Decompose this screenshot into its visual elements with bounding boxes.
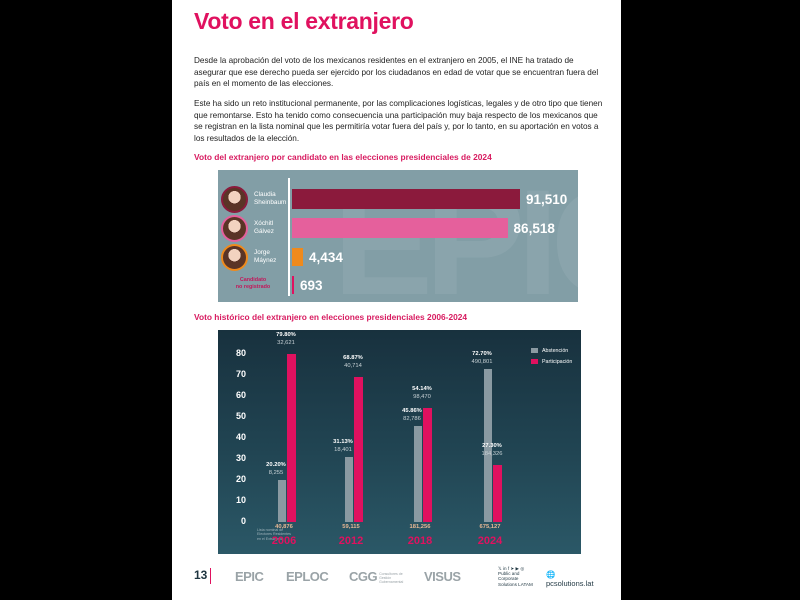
social-caption: Public and Corporate Solutions LATAM (498, 571, 533, 587)
social-block: 𝕏 in f ➤ ▶ ◎ Public and Corporate Soluti… (498, 566, 538, 587)
abstencion-count-label: 490,801 (471, 359, 493, 366)
maynez-avatar-icon (221, 244, 248, 271)
website-link[interactable]: 🌐 pcsolutions.lat (546, 570, 604, 588)
lista-nominal-value: 675,127 (479, 524, 501, 530)
lista-nominal-value: 59,115 (342, 524, 360, 530)
participacion-count-label: 32,621 (277, 340, 295, 347)
participacion-count-label: 40,714 (344, 363, 362, 370)
participacion-pct-label: 68.87% (343, 355, 363, 362)
participacion-pct-label: 79.80% (276, 332, 296, 339)
candidate-name: Xóchitl Gálvez (254, 220, 274, 235)
abstencion-bar (414, 425, 422, 522)
legend-participacion: Participación (531, 359, 572, 365)
year-label: 2006 (271, 535, 297, 547)
participacion-count-label: 184,326 (481, 450, 503, 457)
year-label: 2024 (477, 535, 503, 547)
y-tick-label: 10 (235, 495, 246, 505)
abstencion-count-label: 8,255 (268, 469, 284, 476)
y-tick-label: 50 (235, 411, 246, 421)
legend-swatch-icon (531, 359, 538, 365)
chart2-title: Voto histórico del extranjero en eleccio… (194, 312, 468, 322)
abstencion-pct-label: 45.86% (402, 407, 422, 414)
participacion-bar (287, 354, 296, 522)
candidate-bar (292, 276, 294, 294)
candidate-name: Jorge Máynez (254, 249, 277, 264)
abstencion-count-label: 82,786 (403, 415, 421, 422)
y-tick-label: 20 (235, 474, 246, 484)
legend-label: Participación (542, 359, 573, 365)
candidate-name: Candidato no registrado (235, 277, 271, 290)
footer: 13 EPIC EPLOC CGG Consultores de Gestión … (194, 566, 604, 588)
lista-nominal-label: Lista nominal de Electores Residentes en… (257, 528, 291, 541)
candidate-vote-label: 693 (300, 278, 323, 293)
abstencion-pct-label: 31.13% (333, 438, 353, 445)
year-label: 2018 (407, 535, 433, 547)
year-label: 2012 (338, 535, 364, 547)
candidate-name: Claudia Sheinbaum (254, 191, 287, 206)
intro-paragraph: Desde la aprobación del voto de los mexi… (194, 56, 599, 88)
candidate-item: Claudia Sheinbaum (221, 186, 293, 216)
page-title: Voto en el extranjero (194, 8, 414, 34)
epic-logo: EPIC (235, 569, 264, 584)
chart-axis-line (288, 178, 290, 296)
y-tick-label: 30 (235, 453, 246, 463)
abstencion-count-label: 18,401 (334, 446, 352, 453)
participacion-pct-label: 54.14% (412, 386, 432, 393)
legend-swatch-icon (531, 348, 538, 354)
candidate-vote-label: 91,510 (526, 192, 568, 207)
cgg-logo-text: CGG (349, 569, 378, 584)
lista-nominal-value: 181,256 (409, 524, 431, 530)
candidate-bar (292, 189, 520, 209)
second-paragraph: Este ha sido un reto institucional perma… (194, 99, 603, 143)
website-text: pcsolutions.lat (546, 579, 594, 588)
globe-icon: 🌐 (546, 570, 556, 579)
abstencion-pct-label: 20.20% (266, 461, 286, 468)
abstencion-bar (345, 456, 353, 522)
participacion-pct-label: 27.30% (482, 442, 502, 449)
candidate-vote-label: 4,434 (309, 250, 343, 265)
eploc-logo: EPLOC (286, 569, 329, 584)
candidate-bar (292, 248, 304, 266)
y-tick-label: 60 (235, 390, 246, 400)
participacion-bar (423, 408, 432, 522)
candidate-bar (292, 218, 508, 238)
y-tick-label: 40 (235, 432, 246, 442)
legend-abstencion: Abstención (531, 348, 568, 354)
sheinbaum-avatar-icon (221, 186, 248, 213)
page-number: 13 (194, 568, 208, 582)
social-icons[interactable]: 𝕏 in f ➤ ▶ ◎ (498, 566, 525, 571)
legend-label: Abstención (542, 348, 569, 354)
y-tick-label: 0 (240, 516, 246, 526)
abstencion-pct-label: 72.70% (472, 351, 492, 358)
participacion-bar (354, 377, 363, 522)
document-page: Voto en el extranjero Desde la aprobació… (172, 0, 621, 600)
cgg-subtitle: Consultores de Gestión Gubernamental (379, 571, 404, 584)
participacion-count-label: 98,470 (413, 394, 431, 401)
participacion-bar (493, 464, 502, 522)
abstencion-bar (278, 479, 286, 522)
visus-logo: VISUS (424, 569, 461, 584)
galvez-avatar-icon (221, 215, 248, 242)
candidate-item: Xóchitl Gálvez (221, 215, 293, 245)
y-tick-label: 70 (235, 369, 246, 379)
y-tick-label: 80 (235, 348, 246, 358)
chart1-title: Voto del extranjero por candidato en las… (194, 152, 492, 162)
abstencion-bar (484, 369, 492, 522)
footer-divider (210, 568, 211, 584)
lista-nominal-value: 40,876 (275, 524, 293, 530)
candidate-item: Jorge Máynez (221, 244, 293, 274)
historical-vote-chart: Abstención Participación Lista nominal d… (218, 330, 581, 554)
cgg-logo: CGG Consultores de Gestión Gubernamental (349, 569, 403, 584)
candidate-vote-label: 86,518 (513, 221, 555, 236)
